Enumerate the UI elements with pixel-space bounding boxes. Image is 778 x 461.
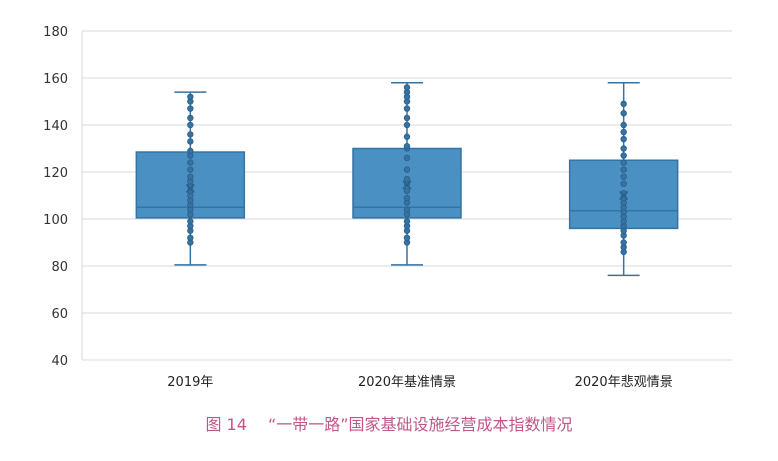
y-tick-label: 160: [43, 72, 68, 87]
data-point: [403, 206, 411, 213]
data-point: [620, 173, 627, 180]
y-tick-label: 80: [51, 260, 68, 275]
y-tick-label: 100: [43, 213, 68, 228]
data-point: [403, 218, 411, 225]
data-point: [620, 100, 627, 108]
data-point: [620, 110, 627, 117]
x-category-label: 2020年基准情景: [358, 375, 456, 390]
data-point: [187, 173, 194, 180]
mean-marker: [185, 183, 195, 193]
box-group: [352, 81, 462, 266]
data-point: [403, 121, 411, 129]
data-point: [187, 218, 194, 225]
box-group: [135, 91, 246, 266]
data-point: [187, 131, 194, 138]
data-point: [620, 128, 627, 136]
data-point: [620, 121, 627, 129]
y-tick-label: 180: [43, 25, 68, 40]
box-series: [135, 81, 679, 277]
data-point: [620, 135, 627, 143]
data-point: [620, 166, 627, 173]
data-point: [187, 121, 194, 129]
data-point: [403, 142, 411, 150]
data-point: [187, 138, 194, 145]
y-tick-label: 120: [43, 166, 68, 181]
data-point: [403, 187, 411, 194]
mean-marker: [402, 180, 412, 190]
data-point: [403, 133, 411, 140]
data-point: [187, 114, 194, 122]
x-category-label: 2020年悲观情景: [575, 374, 673, 390]
figure-caption: 图 14 “一带一路”国家基础设施经营成本指数情况: [205, 415, 572, 434]
data-point: [403, 234, 411, 241]
data-point: [403, 166, 411, 173]
data-point: [187, 234, 194, 241]
data-point: [403, 105, 411, 112]
data-point: [620, 239, 627, 246]
y-tick-label: 60: [51, 307, 68, 322]
data-point: [620, 159, 627, 166]
data-point: [403, 194, 411, 202]
y-tick-label: 40: [51, 354, 68, 369]
data-point: [187, 159, 194, 166]
data-point: [187, 105, 194, 112]
data-point: [620, 145, 627, 152]
x-axis-category-labels: 2019年 2020年基准情景 2020年悲观情景: [167, 374, 672, 390]
y-tick-label: 140: [43, 119, 68, 134]
x-category-label: 2019年: [167, 375, 213, 390]
data-point: [620, 152, 627, 159]
mean-marker: [619, 190, 629, 201]
box-group: [568, 81, 679, 277]
data-point: [403, 175, 411, 183]
data-point: [187, 93, 194, 100]
data-point: [187, 147, 194, 155]
data-point: [403, 154, 411, 162]
data-point: [403, 114, 411, 122]
data-point: [620, 180, 627, 187]
data-point: [403, 84, 411, 91]
data-point: [187, 166, 194, 173]
y-axis-tick-labels: 40 60 80 100 120 140 160 180: [43, 25, 68, 369]
